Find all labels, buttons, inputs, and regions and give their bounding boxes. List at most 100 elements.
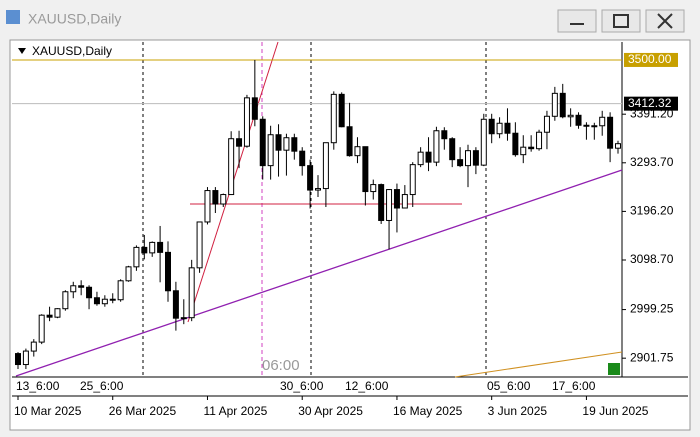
current-price-tag bbox=[624, 96, 678, 111]
price-line-tag bbox=[624, 52, 678, 67]
candle-body bbox=[433, 130, 440, 163]
candle-body bbox=[591, 125, 598, 128]
candle-body bbox=[46, 314, 53, 318]
price-line-label: 3500.00 bbox=[628, 52, 672, 66]
candle-body bbox=[488, 118, 495, 135]
candle-body bbox=[70, 285, 77, 293]
candle-body bbox=[362, 146, 369, 193]
candle-body bbox=[251, 97, 258, 120]
candle-body bbox=[330, 93, 337, 144]
candle-body bbox=[322, 142, 329, 190]
candle-body bbox=[275, 134, 282, 151]
candle-body bbox=[30, 341, 37, 352]
candle-body bbox=[346, 126, 353, 157]
candle-body bbox=[465, 150, 471, 167]
candle-body bbox=[409, 164, 416, 196]
candle-body bbox=[615, 143, 621, 149]
candle-body bbox=[22, 350, 29, 366]
candle-body bbox=[228, 138, 235, 196]
y-tick-label: 2999.25 bbox=[630, 302, 674, 316]
candle-body bbox=[393, 189, 400, 209]
y-tick-label: 3293.70 bbox=[630, 155, 674, 169]
candle-body bbox=[425, 151, 432, 163]
minimize-button[interactable] bbox=[557, 9, 597, 33]
toggle-button[interactable] bbox=[608, 363, 620, 375]
candle-body bbox=[520, 146, 527, 156]
x-tick-label: 11 Apr 2025 bbox=[203, 404, 267, 418]
candle-body bbox=[196, 221, 203, 269]
candle-body bbox=[243, 97, 250, 147]
candle-body bbox=[101, 298, 108, 305]
candle-body bbox=[109, 298, 116, 301]
candle-body bbox=[575, 114, 582, 126]
trend-line[interactable] bbox=[15, 169, 623, 377]
candle-body bbox=[117, 280, 124, 301]
candle-body bbox=[93, 297, 100, 305]
candle-body bbox=[125, 266, 132, 282]
window-title: XAUUSD,Daily bbox=[28, 11, 121, 27]
trend-line[interactable] bbox=[454, 351, 623, 378]
candle-body bbox=[307, 165, 314, 191]
time-label: 30_6:00 bbox=[280, 379, 324, 393]
x-tick-label: 26 Mar 2025 bbox=[109, 404, 177, 418]
candle-body bbox=[157, 241, 164, 253]
y-tick-label: 3196.20 bbox=[630, 204, 674, 218]
candle-body bbox=[315, 188, 321, 191]
candle-body bbox=[401, 194, 408, 209]
candle-body bbox=[512, 132, 519, 156]
y-tick-label: 2901.75 bbox=[630, 350, 674, 364]
candle-body bbox=[607, 116, 614, 149]
candle-body bbox=[354, 146, 361, 157]
candle-body bbox=[236, 138, 243, 147]
x-tick-label: 19 Jun 2025 bbox=[582, 404, 648, 418]
time-label: 17_6:00 bbox=[552, 379, 596, 393]
candle-body bbox=[567, 114, 574, 118]
candle-body bbox=[86, 286, 93, 299]
candle-body bbox=[370, 184, 377, 193]
candle-body bbox=[38, 314, 45, 343]
candle-body bbox=[149, 241, 156, 254]
candle-body bbox=[172, 290, 179, 319]
candle-body bbox=[267, 134, 274, 167]
candle-body bbox=[212, 190, 219, 205]
candle-body bbox=[133, 246, 140, 268]
candle-body bbox=[417, 151, 424, 166]
y-tick-label: 3098.70 bbox=[630, 252, 674, 266]
candle-body bbox=[299, 150, 306, 167]
candle-body bbox=[220, 194, 227, 205]
candle-body bbox=[378, 184, 385, 221]
candle-body bbox=[528, 146, 535, 150]
time-label: 25_6:00 bbox=[80, 379, 124, 393]
period-separators bbox=[142, 42, 487, 377]
candle-body bbox=[386, 189, 393, 221]
candle-body bbox=[15, 353, 21, 366]
time-label: 05_6:00 bbox=[487, 379, 531, 393]
candle-body bbox=[291, 137, 298, 152]
dropdown-icon[interactable] bbox=[18, 48, 26, 54]
window-buttons[interactable] bbox=[557, 9, 685, 33]
time-label: 12_6:00 bbox=[345, 379, 389, 393]
candle-body bbox=[536, 131, 543, 150]
candle-body bbox=[54, 308, 61, 318]
candle-body bbox=[472, 150, 479, 166]
candle-body bbox=[599, 116, 606, 127]
candle-body bbox=[259, 118, 266, 167]
chart-panel bbox=[9, 39, 691, 431]
x-tick-label: 16 May 2025 bbox=[393, 404, 463, 418]
candle-body bbox=[449, 138, 456, 161]
candle-body bbox=[504, 122, 511, 134]
candle-body bbox=[165, 251, 171, 292]
candle-body bbox=[204, 190, 211, 223]
candle-body bbox=[441, 130, 448, 140]
symbol-label: XAUUSD,Daily bbox=[32, 44, 112, 58]
candle-body bbox=[480, 118, 487, 166]
cursor-label: 06:00 bbox=[262, 357, 300, 374]
x-tick-label: 30 Apr 2025 bbox=[298, 404, 363, 418]
icon bbox=[657, 13, 673, 29]
current-price-label: 3412.32 bbox=[628, 96, 672, 110]
candle-body bbox=[141, 246, 148, 254]
maximize-button[interactable] bbox=[601, 9, 641, 33]
candle-body bbox=[543, 115, 550, 133]
candle-body bbox=[180, 317, 187, 320]
